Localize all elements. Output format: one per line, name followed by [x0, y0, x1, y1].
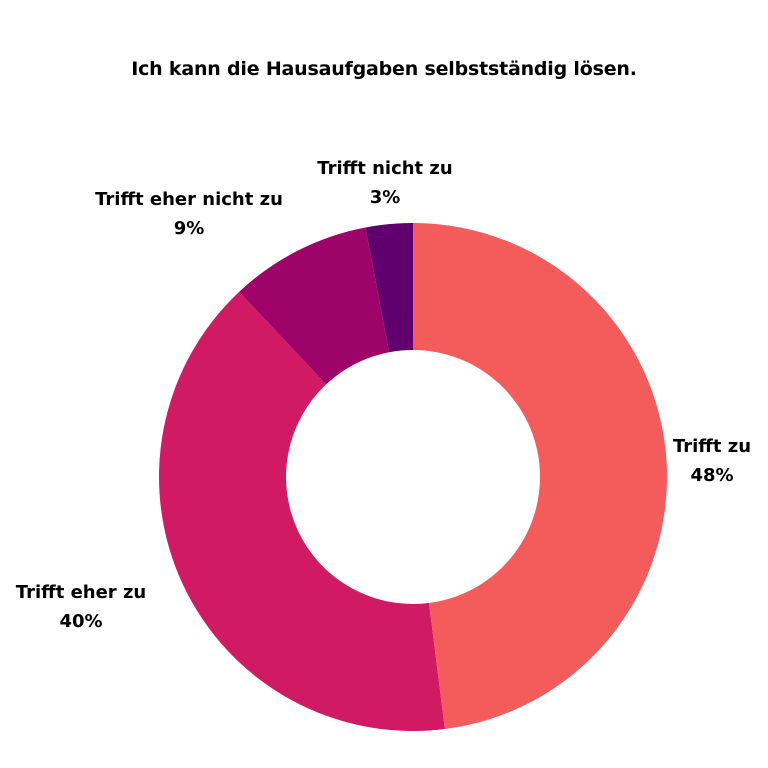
- donut-slice-trifft-nicht-zu: [365, 223, 413, 353]
- slice-label-name: Trifft eher nicht zu: [95, 189, 283, 210]
- donut-slice-trifft-eher-zu: [159, 291, 445, 731]
- slice-label-value: 9%: [174, 218, 205, 239]
- slice-label-value: 3%: [370, 187, 401, 208]
- slice-label-name: Trifft zu: [673, 436, 751, 457]
- slice-labels: Trifft zu 48% Trifft eher zu 40% Trifft eher…: [16, 158, 751, 632]
- slice-label-name: Trifft nicht zu: [317, 158, 452, 179]
- donut-slice-trifft-zu: [413, 223, 667, 729]
- donut-slice-trifft-eher-nicht-zu: [239, 227, 390, 385]
- slice-label-name: Trifft eher zu: [16, 582, 146, 603]
- chart-title: Ich kann die Hausaufgaben selbstständig …: [131, 58, 637, 80]
- slice-label-value: 48%: [690, 465, 733, 486]
- donut-slices: [159, 223, 667, 731]
- slice-label-value: 40%: [59, 611, 102, 632]
